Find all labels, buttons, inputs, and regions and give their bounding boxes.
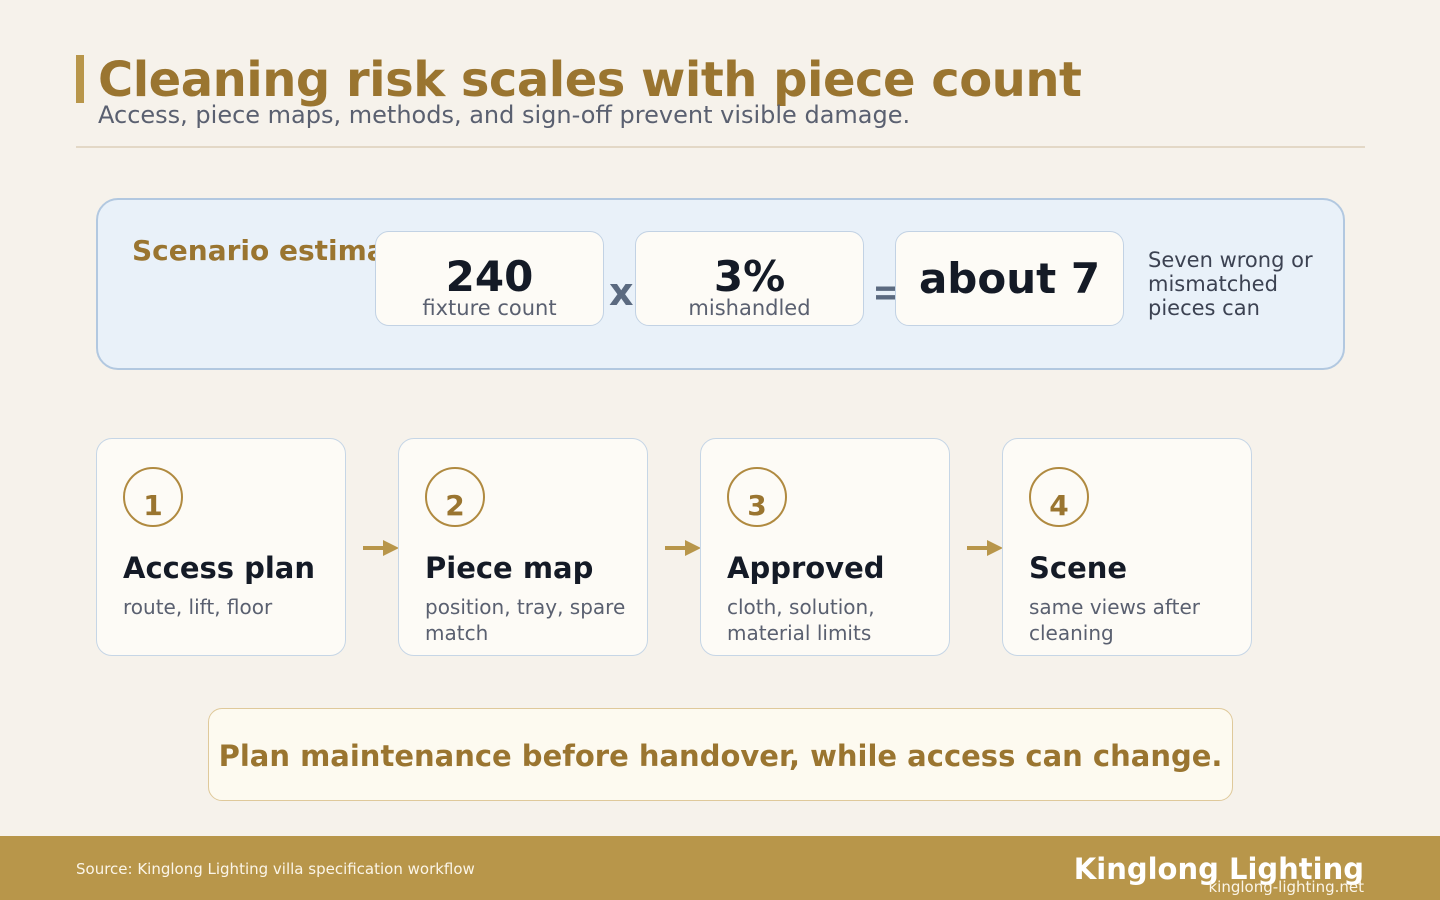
step-number-badge: 2: [425, 467, 485, 527]
mishandled-rate-caption: mishandled: [688, 296, 811, 320]
callout-box: Plan maintenance before handover, while …: [208, 708, 1233, 801]
step-number-badge: 3: [727, 467, 787, 527]
step-number-badge: 1: [123, 467, 183, 527]
step-description: cloth, solution, material limits: [727, 595, 875, 645]
step-card-approved: 3 Approved cloth, solution, material lim…: [700, 438, 950, 656]
result-value: about 7: [918, 254, 1101, 303]
multiply-operator: x: [609, 270, 634, 314]
brand-name: Kinglong Lighting: [1073, 852, 1364, 886]
step-description: position, tray, spare match: [425, 595, 626, 645]
source-note: Source: Kinglong Lighting villa specific…: [76, 860, 475, 878]
step-description: same views after cleaning: [1029, 595, 1200, 645]
step-title: Scene: [1029, 551, 1128, 585]
arrow-right-icon: [665, 540, 701, 556]
result-note: Seven wrong or mismatched pieces can: [1148, 248, 1313, 320]
step-title: Approved: [727, 551, 885, 585]
step-title: Access plan: [123, 551, 316, 585]
step-card-scene: 4 Scene same views after cleaning: [1002, 438, 1252, 656]
step-card-piece-map: 2 Piece map position, tray, spare match: [398, 438, 648, 656]
header-divider: [76, 146, 1365, 148]
mishandled-rate-value: 3%: [713, 252, 786, 301]
step-description: route, lift, floor: [123, 595, 273, 619]
page-title: Cleaning risk scales with piece count: [98, 52, 1082, 108]
brand-url: kinglong-lighting.net: [1208, 878, 1365, 896]
page-subtitle: Access, piece maps, methods, and sign-of…: [98, 101, 911, 129]
step-card-access-plan: 1 Access plan route, lift, floor: [96, 438, 346, 656]
arrow-right-icon: [363, 540, 399, 556]
fixture-count-value: 240: [445, 252, 534, 301]
arrow-right-icon: [967, 540, 1003, 556]
scenario-label: Scenario estimate: [132, 234, 419, 267]
fixture-count-box: 240 fixture count: [375, 231, 604, 326]
step-number-badge: 4: [1029, 467, 1089, 527]
title-accent-bar: [76, 55, 84, 103]
result-box: about 7: [895, 231, 1124, 326]
footer-bar: Source: Kinglong Lighting villa specific…: [0, 836, 1440, 900]
mishandled-rate-box: 3% mishandled: [635, 231, 864, 326]
step-title: Piece map: [425, 551, 594, 585]
callout-text: Plan maintenance before handover, while …: [218, 739, 1223, 773]
fixture-count-caption: fixture count: [422, 296, 557, 320]
